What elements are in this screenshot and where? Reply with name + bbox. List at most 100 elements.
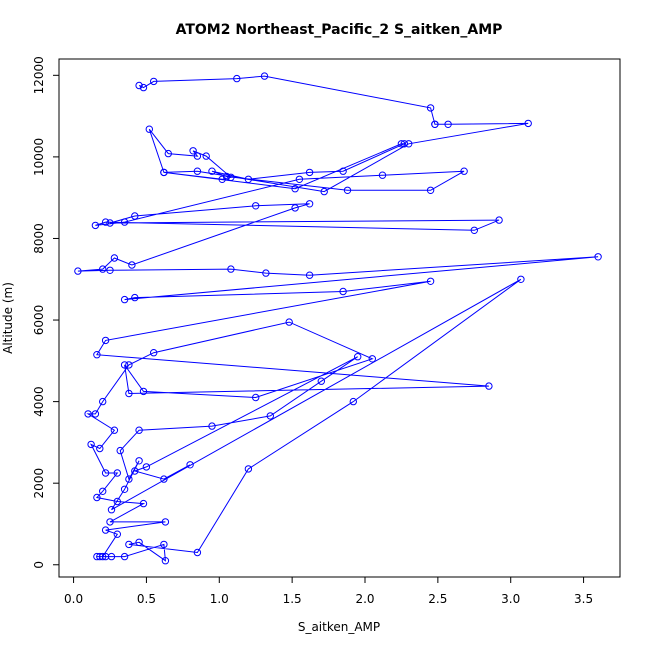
x-tick-label: 2.0 [355, 592, 374, 606]
data-point [431, 120, 439, 129]
data-point [189, 147, 197, 155]
x-tick-label: 2.5 [428, 592, 447, 606]
data-point [93, 493, 101, 502]
data-point [139, 83, 148, 92]
data-point [320, 187, 328, 196]
y-tick-label: 6000 [32, 305, 46, 336]
data-point [131, 467, 139, 475]
x-tick-label: 3.5 [574, 592, 593, 606]
x-axis-label: S_aitken_AMP [298, 620, 380, 634]
data-point [470, 226, 478, 235]
series-line [77, 75, 599, 562]
data-point [460, 167, 468, 175]
data-point [317, 377, 325, 385]
data-point [266, 412, 274, 420]
data-point [368, 355, 376, 363]
data-point [135, 457, 143, 465]
data-point [101, 336, 110, 345]
data-point [349, 397, 357, 406]
data-point [193, 167, 202, 175]
data-point [120, 361, 129, 369]
data-point [305, 271, 314, 279]
data-point [202, 152, 210, 160]
data-point [227, 173, 235, 182]
x-tick-label: 0.0 [64, 592, 83, 606]
data-point [113, 497, 122, 506]
data-point [91, 221, 100, 230]
data-point [244, 465, 253, 473]
data-point [260, 72, 269, 80]
data-point [426, 277, 435, 285]
data-point [74, 267, 82, 275]
data-point [142, 463, 151, 471]
data-point [113, 530, 122, 538]
y-tick-label: 0 [32, 561, 46, 569]
data-point [150, 77, 158, 86]
data-point [495, 216, 503, 224]
data-point [208, 422, 216, 430]
data-point [305, 168, 314, 177]
x-tick-label: 1.0 [210, 592, 229, 606]
data-point [186, 461, 194, 469]
data-point [110, 254, 119, 262]
data-point [106, 518, 114, 526]
data-point [107, 506, 116, 514]
data-point [99, 487, 107, 495]
data-point [131, 293, 139, 302]
data-point [93, 351, 101, 359]
data-point [354, 353, 362, 361]
data-point [120, 218, 129, 226]
data-point [120, 485, 129, 493]
data-point [135, 538, 143, 546]
x-tick-label: 1.5 [283, 592, 302, 606]
data-point [135, 426, 143, 434]
data-point [517, 275, 525, 283]
data-point [145, 125, 154, 133]
data-point [485, 382, 493, 390]
data-point [244, 175, 253, 184]
data-point [252, 202, 260, 210]
data-point [101, 469, 110, 477]
data-point [161, 557, 170, 565]
y-tick-label: 12000 [32, 56, 46, 94]
chart-title: ATOM2 Northeast_Pacific_2 S_aitken_AMP [176, 22, 503, 38]
data-point [193, 548, 202, 557]
data-point [101, 552, 110, 561]
data-point [125, 475, 133, 483]
data-point [397, 140, 406, 148]
data-point [93, 552, 101, 561]
data-point [262, 269, 270, 277]
data-point [295, 175, 304, 184]
data-point [125, 361, 133, 369]
x-tick-label: 3.0 [501, 592, 520, 606]
data-point [101, 526, 110, 534]
data-point [339, 167, 347, 175]
data-point [160, 168, 168, 177]
data-point [101, 218, 110, 226]
data-point [305, 200, 314, 208]
data-point [116, 446, 124, 455]
data-point [426, 186, 435, 195]
data-point [96, 552, 104, 561]
data-point [125, 540, 133, 549]
data-point [161, 518, 170, 526]
series-layer [74, 72, 602, 565]
data-point [343, 186, 352, 195]
y-tick-label: 4000 [32, 386, 46, 417]
data-point [99, 397, 107, 406]
y-axis-label: Altitude (m) [1, 282, 15, 354]
data-point [87, 440, 95, 449]
data-point [99, 552, 107, 561]
data-point [285, 318, 293, 326]
data-point [99, 265, 107, 273]
data-point [291, 204, 299, 212]
data-point [120, 552, 129, 561]
data-point [125, 389, 133, 398]
data-point [106, 266, 114, 274]
data-point [160, 540, 168, 549]
y-tick-label: 8000 [32, 223, 46, 254]
y-tick-label: 2000 [32, 468, 46, 499]
data-point [91, 410, 100, 418]
data-point [120, 295, 129, 304]
